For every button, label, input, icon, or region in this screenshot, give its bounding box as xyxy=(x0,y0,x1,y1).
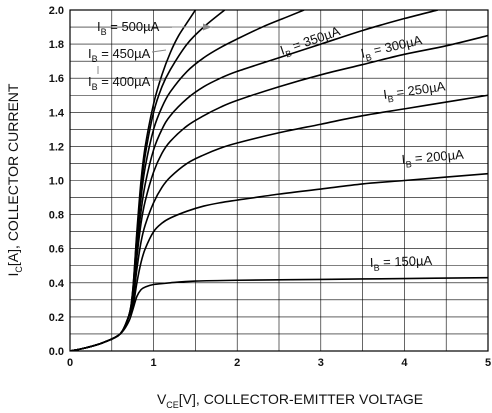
x-tick-label: 5 xyxy=(485,357,491,369)
series-label: IB = 200µA xyxy=(401,147,465,170)
series-line xyxy=(70,172,488,351)
y-tick-label: 1.4 xyxy=(49,107,65,119)
series-line xyxy=(70,276,488,351)
series-label: IB = 300µA xyxy=(359,32,424,64)
y-axis-title: IC[A], COLLECTOR CURRENT xyxy=(5,83,24,276)
x-tick-label: 4 xyxy=(401,357,408,369)
series-label: IB = 250µA xyxy=(382,78,447,105)
series-label: IB = 350µA xyxy=(278,23,343,60)
grid xyxy=(70,10,488,351)
series-label: IB = 150µA xyxy=(370,253,433,273)
series-label: IB = 400µA xyxy=(88,74,151,92)
y-tick-label: 0.6 xyxy=(49,244,64,256)
x-tick-label: 3 xyxy=(318,357,324,369)
x-tick-label: 0 xyxy=(67,357,73,369)
x-tick-labels: 0 1 2 3 4 5 xyxy=(67,357,491,369)
y-tick-labels: 0.0 0.2 0.4 0.6 0.8 1.0 1.2 1.4 1.6 1.8 2.0 xyxy=(49,5,65,358)
y-tick-label: 1.8 xyxy=(49,39,64,51)
label-leader xyxy=(151,49,167,53)
label-arrowhead xyxy=(203,23,212,31)
y-tick-label: 0.2 xyxy=(49,312,64,324)
series-label: IB = 450µA xyxy=(88,46,151,64)
plot-frame xyxy=(69,9,489,352)
x-axis-title: VCE[V], COLLECTOR-EMITTER VOLTAGE xyxy=(157,391,423,410)
y-tick-label: 2.0 xyxy=(49,5,64,17)
y-tick-label: 1.0 xyxy=(49,176,64,188)
y-tick-label: 0.4 xyxy=(49,278,65,290)
y-tick-label: 0.0 xyxy=(49,346,64,358)
curves xyxy=(70,10,488,351)
y-tick-label: 1.6 xyxy=(49,73,64,85)
x-tick-label: 1 xyxy=(151,357,157,369)
series-label: IB = 500µA xyxy=(97,19,160,37)
y-tick-label: 0.8 xyxy=(49,210,64,222)
x-tick-label: 2 xyxy=(234,357,240,369)
y-tick-label: 1.2 xyxy=(49,141,64,153)
